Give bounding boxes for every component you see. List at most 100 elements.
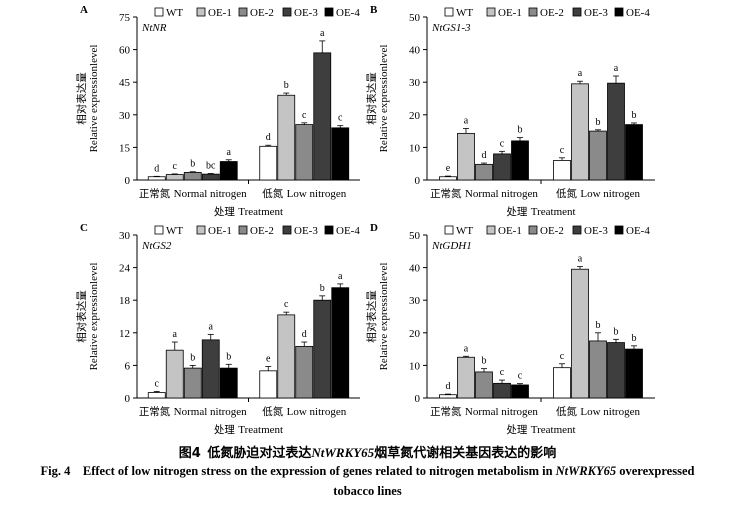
bar-oe-2-normal [475, 163, 493, 181]
significance-letter: d [266, 132, 271, 143]
bar-oe-3-normal [201, 173, 220, 181]
legend-label: OE-1 [498, 225, 522, 237]
x-axis-title: 处理 Treatment [506, 424, 575, 436]
x-category-label: 正常氮 Normal nitrogen [139, 405, 247, 418]
bar-oe-2-low [589, 340, 607, 399]
y-tick-label: 12 [119, 328, 130, 340]
legend-label: OE-4 [336, 225, 360, 237]
legend-swatch [444, 7, 454, 17]
significance-letter: a [338, 271, 343, 282]
significance-letter: b [482, 356, 487, 367]
bar-oe-3-low [607, 342, 625, 399]
significance-letter: b [596, 320, 601, 331]
y-tick-label: 30 [119, 110, 131, 122]
caption-zh-text: 低氮胁迫对过表达 [207, 446, 312, 461]
y-axis-label-en: Relative expressionlevel [88, 45, 100, 153]
panel-letter: B [370, 4, 378, 16]
caption-zh-gene: NtWRKY65 [311, 445, 375, 460]
significance-letter: b [226, 351, 231, 362]
caption-en-prefix: Fig. 4 [40, 464, 71, 478]
significance-letter: d [446, 381, 451, 392]
x-axis-title: 处理 Treatment [214, 424, 283, 436]
legend-label: OE-2 [540, 225, 564, 237]
bar-wt-normal [147, 176, 166, 181]
bar-oe-3-low [313, 52, 332, 181]
significance-letter: b [190, 159, 195, 170]
legend-label: OE-1 [208, 225, 232, 237]
bar-oe-4-normal [511, 140, 529, 181]
bar-oe-3-low [313, 299, 332, 399]
significance-letter: d [482, 150, 487, 161]
gene-name: NtGDH1 [431, 240, 472, 252]
legend-label: OE-3 [584, 225, 608, 237]
legend-swatch [572, 7, 582, 17]
legend-label: OE-2 [540, 7, 564, 19]
y-axis-label-en: Relative expressionlevel [378, 45, 390, 153]
legend-label: WT [166, 7, 183, 19]
y-tick-label: 50 [409, 230, 421, 242]
legend-swatch [572, 225, 582, 235]
bar-oe-3-normal [201, 339, 220, 399]
bar-oe-1-normal [457, 356, 475, 399]
caption-en-gene: NtWRKY65 [555, 464, 617, 478]
caption-en-suffix: overexpressed [619, 464, 695, 478]
legend-label: OE-4 [626, 225, 650, 237]
bar-wt-normal [439, 394, 457, 399]
x-category-label: 正常氮 Normal nitrogen [430, 405, 538, 418]
bar-oe-3-low [607, 82, 625, 181]
panel-letter: D [370, 222, 378, 234]
significance-letter: d [154, 163, 159, 174]
legend-label: WT [456, 7, 473, 19]
significance-letter: c [518, 371, 523, 382]
significance-letter: b [518, 125, 523, 136]
significance-letter: b [284, 80, 289, 91]
x-axis-title: 处理 Treatment [214, 206, 283, 218]
bar-oe-2-normal [183, 171, 202, 181]
chart-panel-b: B 0 10 20 30 40 50 相对表达量 Relative expressionleve… [365, 4, 655, 218]
y-tick-label: 45 [119, 77, 131, 89]
legend-swatch [196, 7, 206, 17]
legend-swatch [282, 7, 292, 17]
gene-name: NtNR [141, 22, 167, 34]
bar-oe-1-low [571, 83, 589, 181]
significance-letter: e [266, 353, 271, 364]
bar-wt-normal [439, 176, 457, 181]
significance-letter: c [155, 378, 160, 389]
y-axis-label-zh: 相对表达量 [75, 290, 88, 343]
legend-label: OE-3 [584, 7, 608, 19]
y-tick-label: 20 [409, 328, 421, 340]
legend-label: WT [166, 225, 183, 237]
legend-swatch [614, 7, 624, 17]
y-axis-label-en: Relative expressionlevel [88, 263, 100, 371]
bar-oe-2-normal [183, 367, 202, 399]
significance-letter: e [446, 163, 451, 174]
x-category-label: 正常氮 Normal nitrogen [430, 187, 538, 200]
y-tick-label: 20 [409, 110, 421, 122]
bar-oe-4-normal [219, 161, 238, 181]
significance-letter: a [464, 343, 469, 354]
legend-swatch [324, 7, 334, 17]
legend-label: WT [456, 225, 473, 237]
y-tick-label: 0 [415, 393, 421, 405]
bar-oe-2-low [589, 130, 607, 181]
significance-letter: c [173, 161, 178, 172]
significance-letter: c [500, 367, 505, 378]
legend-swatch [324, 225, 334, 235]
y-tick-label: 15 [119, 142, 131, 154]
y-tick-label: 75 [119, 12, 131, 24]
significance-letter: c [284, 299, 289, 310]
bar-oe-2-low [295, 124, 314, 181]
x-category-label: 低氮 Low nitrogen [556, 405, 640, 418]
chart-panel-a: A 0 15 30 45 60 75 相对表达量 Relative expressionleve… [75, 4, 360, 218]
y-tick-label: 0 [125, 175, 131, 187]
legend-swatch [282, 225, 292, 235]
y-tick-label: 0 [125, 393, 131, 405]
significance-letter: a [464, 115, 469, 126]
y-tick-label: 6 [125, 360, 131, 372]
y-tick-label: 30 [119, 230, 131, 242]
bar-oe-1-low [277, 94, 296, 181]
y-axis-label-en: Relative expressionlevel [378, 263, 390, 371]
legend-swatch [614, 225, 624, 235]
legend-label: OE-2 [250, 225, 274, 237]
legend-label: OE-4 [626, 7, 650, 19]
